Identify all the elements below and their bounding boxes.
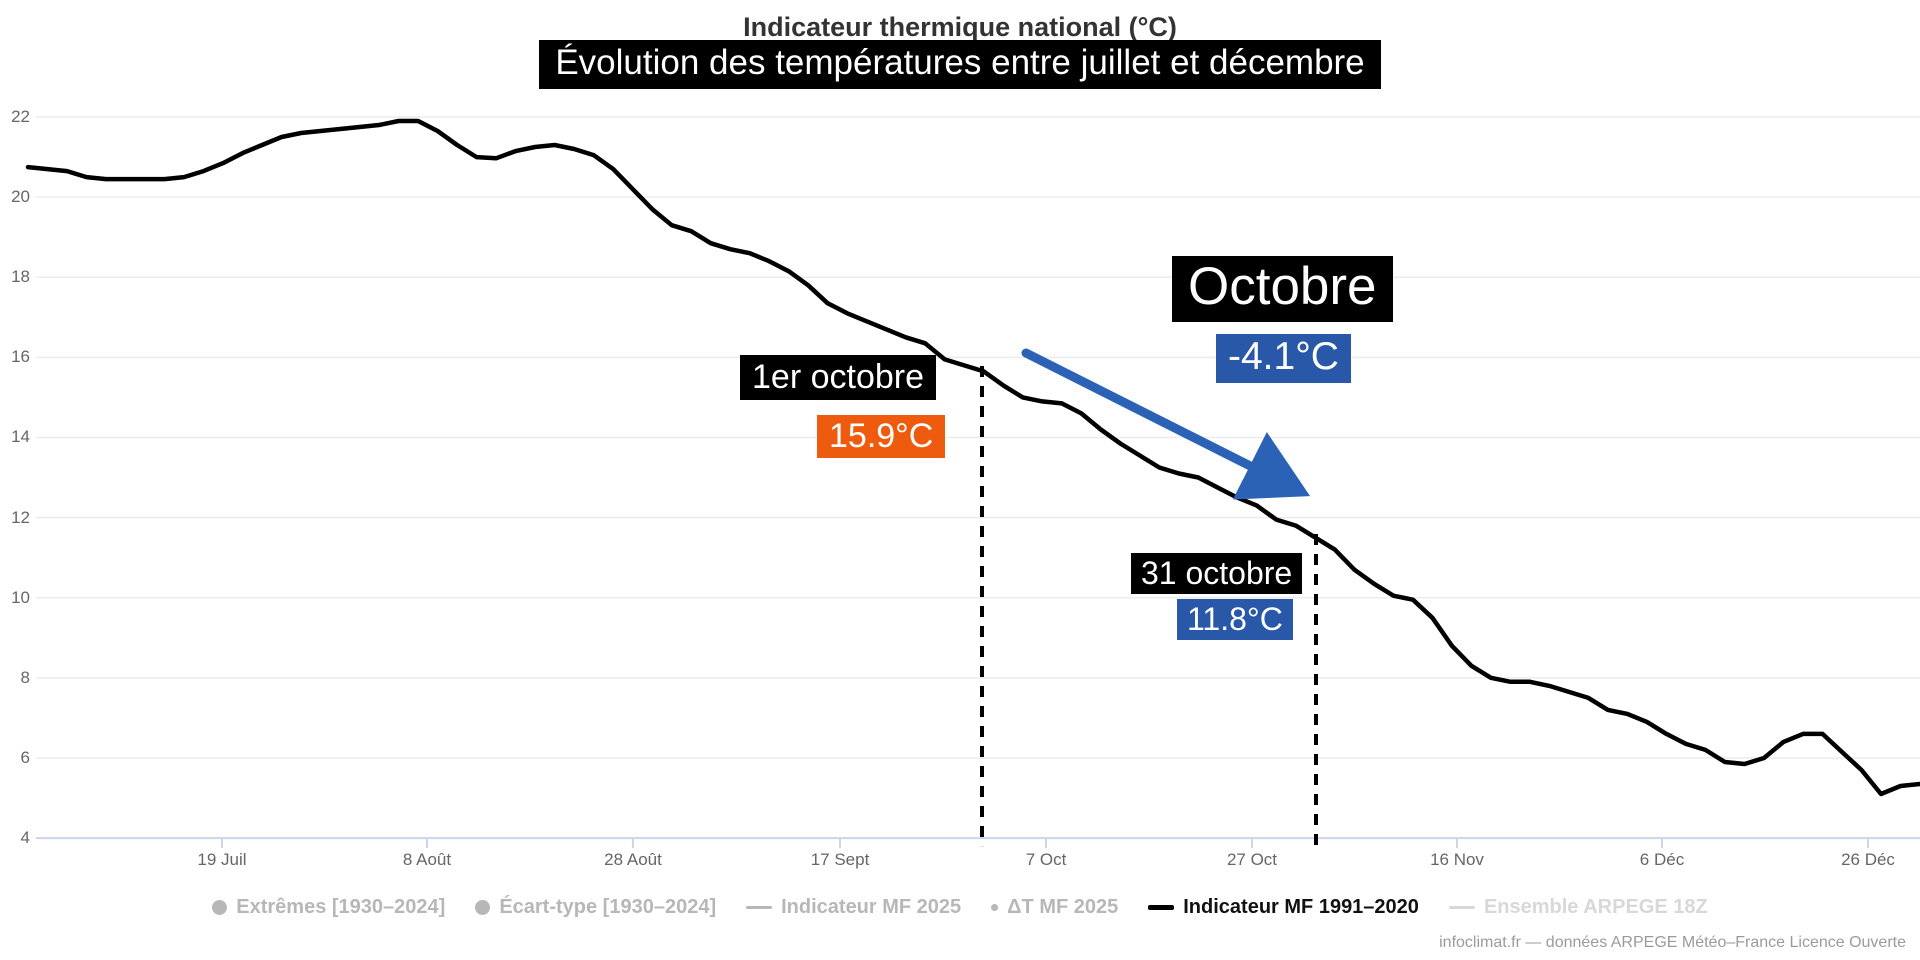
annotation-october-delta: -4.1°C: [1216, 334, 1351, 383]
y-tick-label: 8: [20, 667, 30, 687]
x-tick-label: 27 Oct: [1226, 850, 1278, 869]
y-tick-label: 18: [11, 267, 30, 287]
x-tick-label: 19 Juil: [197, 850, 247, 869]
legend-item-indicateur-mf-1991-2020[interactable]: Indicateur MF 1991–2020: [1148, 896, 1419, 919]
x-tick-label: 28 Août: [604, 850, 662, 869]
legend-item--cart-type-1930-2024-[interactable]: Écart-type [1930–2024]: [475, 896, 716, 919]
x-tick-label: 6 Déc: [1639, 850, 1685, 869]
x-tick-label: 26 Déc: [1841, 850, 1895, 869]
legend-item-label: ΔT MF 2025: [1007, 896, 1119, 918]
legend-item-indicateur-mf-2025[interactable]: Indicateur MF 2025: [746, 896, 961, 919]
attribution-text: infoclimat.fr — données ARPEGE Météo–Fra…: [1439, 934, 1906, 951]
y-tick-label: 10: [11, 587, 30, 607]
circle-legend-icon: [475, 900, 491, 915]
annotation-oct31-date: 31 octobre: [1131, 553, 1303, 595]
series-indicateur-mf-1991-2020: [25, 118, 1920, 797]
y-tick-label: 6: [20, 747, 30, 767]
x-tick-label: 8 Août: [402, 850, 452, 869]
annotation-oct1-date: 1er octobre: [740, 355, 936, 401]
x-tick-label: 7 Oct: [1025, 850, 1067, 869]
legend-item-label: Écart-type [1930–2024]: [499, 896, 717, 918]
line-legend-icon: [1448, 906, 1475, 909]
october-trend-arrow: [1021, 348, 1311, 500]
circle-legend-icon: [212, 900, 228, 915]
y-tick-label: 4: [20, 828, 30, 848]
legend-item-label: Extrêmes [1930–2024]: [236, 896, 446, 918]
annotation-oct1-temp: 15.9°C: [817, 415, 946, 459]
y-tick-label: 12: [11, 507, 30, 527]
line-legend-icon: [746, 906, 773, 909]
chart-title: Indicateur thermique national (°C): [743, 12, 1177, 42]
y-tick-label: 16: [11, 347, 30, 367]
legend-item-extr-mes-1930-2024-[interactable]: Extrêmes [1930–2024]: [212, 896, 445, 919]
legend-item-label: Ensemble ARPEGE 18Z: [1483, 896, 1708, 918]
x-tick-label: 16 Nov: [1430, 850, 1484, 869]
legend-item-label: Indicateur MF 2025: [781, 896, 962, 918]
y-tick-label: 20: [11, 187, 30, 207]
annotation-october-title: Octobre: [1172, 256, 1393, 323]
chart-legend: Extrêmes [1930–2024] Écart-type [1930–202…: [0, 896, 1920, 919]
line-bold-legend-icon: [1148, 905, 1175, 910]
chart-subtitle-wrap: Évolution des températures entre juillet…: [0, 40, 1920, 89]
x-tick-label: 17 Sept: [810, 850, 870, 869]
y-tick-label: 14: [11, 427, 30, 447]
dot-legend-icon: [991, 904, 999, 911]
annotation-oct31-temp: 11.8°C: [1177, 599, 1293, 641]
y-tick-label: 22: [11, 107, 30, 126]
legend-item-label: Indicateur MF 1991–2020: [1183, 896, 1419, 918]
chart-subtitle: Évolution des températures entre juillet…: [539, 40, 1381, 89]
legend-item--t-mf-2025[interactable]: ΔT MF 2025: [991, 896, 1118, 919]
legend-item-ensemble-arpege-18z[interactable]: Ensemble ARPEGE 18Z: [1448, 896, 1708, 919]
